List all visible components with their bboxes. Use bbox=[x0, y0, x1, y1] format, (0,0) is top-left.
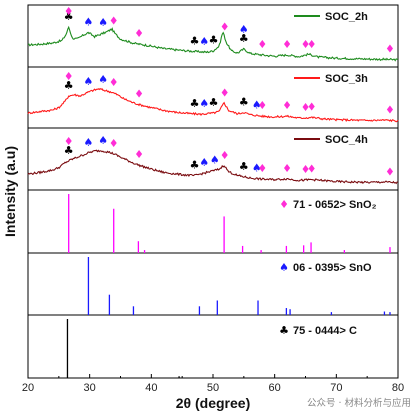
peak-marker-diamond: ♦ bbox=[307, 38, 317, 51]
peak-marker-diamond: ♦ bbox=[385, 43, 395, 56]
reference-legend-label: 71 - 0652> SnO₂ bbox=[293, 199, 377, 211]
peak-marker-clubs: ♣ bbox=[190, 34, 200, 47]
peak-marker-diamond: ♦ bbox=[64, 70, 74, 83]
peak-marker-spade: ♠ bbox=[252, 162, 262, 175]
peak-marker-diamond: ♦ bbox=[301, 38, 311, 51]
peak-marker-diamond: ♦ bbox=[301, 101, 311, 114]
peak-marker-diamond: ♦ bbox=[282, 38, 292, 51]
peak-marker-diamond: ♦ bbox=[282, 162, 292, 175]
watermark-text: 公众号 · 材料分析与应用 bbox=[306, 398, 411, 409]
x-tick-label: 40 bbox=[145, 382, 157, 394]
series-line-SOC_4h bbox=[27, 149, 398, 185]
peak-marker-clubs: ♣ bbox=[64, 10, 74, 23]
reference-legend-symbol: ♦ bbox=[279, 198, 289, 211]
peak-marker-spade: ♠ bbox=[83, 136, 93, 149]
peak-marker-spade: ♠ bbox=[98, 16, 108, 29]
y-axis-title: Intensity (a.u) bbox=[2, 146, 18, 237]
peak-marker-diamond: ♦ bbox=[134, 27, 144, 40]
peak-marker-spade: ♠ bbox=[199, 156, 209, 169]
reference-legend-label: 75 - 0444> C bbox=[293, 325, 357, 337]
peak-marker-clubs: ♣ bbox=[190, 159, 200, 172]
peak-marker-clubs: ♣ bbox=[239, 32, 249, 45]
peak-marker-clubs: ♣ bbox=[209, 96, 219, 109]
peak-marker-spade: ♠ bbox=[210, 153, 220, 166]
series-line-SOC_2h bbox=[27, 25, 399, 62]
x-tick-label: 60 bbox=[269, 382, 281, 394]
reference-legend-symbol: ♠ bbox=[279, 261, 289, 274]
peak-marker-spade: ♠ bbox=[98, 73, 108, 86]
peak-marker-diamond: ♦ bbox=[64, 5, 74, 18]
peak-marker-diamond: ♦ bbox=[307, 100, 317, 113]
peak-marker-spade: ♠ bbox=[199, 97, 209, 110]
peak-marker-diamond: ♦ bbox=[282, 99, 292, 112]
x-tick-label: 30 bbox=[84, 382, 96, 394]
peak-marker-diamond: ♦ bbox=[220, 149, 230, 162]
peak-marker-diamond: ♦ bbox=[109, 76, 119, 89]
peak-marker-spade: ♠ bbox=[252, 98, 262, 111]
peak-marker-clubs: ♣ bbox=[209, 34, 219, 47]
peak-marker-diamond: ♦ bbox=[220, 87, 230, 100]
legend-label-SOC_3h: SOC_3h bbox=[325, 73, 368, 85]
peak-marker-diamond: ♦ bbox=[109, 137, 119, 150]
peak-marker-diamond: ♦ bbox=[257, 162, 267, 175]
peak-marker-spade: ♠ bbox=[83, 16, 93, 29]
peak-marker-diamond: ♦ bbox=[134, 88, 144, 101]
x-tick-label: 20 bbox=[22, 382, 34, 394]
peak-marker-clubs: ♣ bbox=[190, 97, 200, 110]
peak-marker-clubs: ♣ bbox=[239, 160, 249, 173]
peak-marker-spade: ♠ bbox=[239, 23, 249, 36]
peak-marker-diamond: ♦ bbox=[301, 163, 311, 176]
peak-marker-diamond: ♦ bbox=[307, 163, 317, 176]
legend-label-SOC_2h: SOC_2h bbox=[325, 11, 368, 23]
legend-label-SOC_4h: SOC_4h bbox=[325, 134, 368, 146]
x-tick-label: 70 bbox=[330, 382, 342, 394]
peak-marker-diamond: ♦ bbox=[385, 103, 395, 116]
peak-marker-spade: ♠ bbox=[199, 35, 209, 48]
peak-marker-clubs: ♣ bbox=[64, 79, 74, 92]
peak-marker-diamond: ♦ bbox=[385, 165, 395, 178]
x-tick-label: 50 bbox=[207, 382, 219, 394]
peak-marker-diamond: ♦ bbox=[134, 148, 144, 161]
peak-marker-diamond: ♦ bbox=[64, 135, 74, 148]
peak-marker-diamond: ♦ bbox=[257, 99, 267, 112]
peak-marker-spade: ♠ bbox=[83, 75, 93, 88]
reference-legend-label: 06 - 0395> SnO bbox=[293, 262, 372, 274]
peak-marker-spade: ♠ bbox=[98, 134, 108, 147]
peak-marker-diamond: ♦ bbox=[257, 38, 267, 51]
x-axis-title: 2θ (degree) bbox=[176, 395, 250, 411]
peak-marker-diamond: ♦ bbox=[220, 20, 230, 33]
peak-marker-clubs: ♣ bbox=[64, 144, 74, 157]
x-tick-label: 80 bbox=[392, 382, 404, 394]
peak-marker-diamond: ♦ bbox=[109, 15, 119, 28]
reference-legend-symbol: ♣ bbox=[279, 324, 289, 337]
peak-marker-clubs: ♣ bbox=[239, 95, 249, 108]
series-line-SOC_3h bbox=[27, 87, 399, 123]
